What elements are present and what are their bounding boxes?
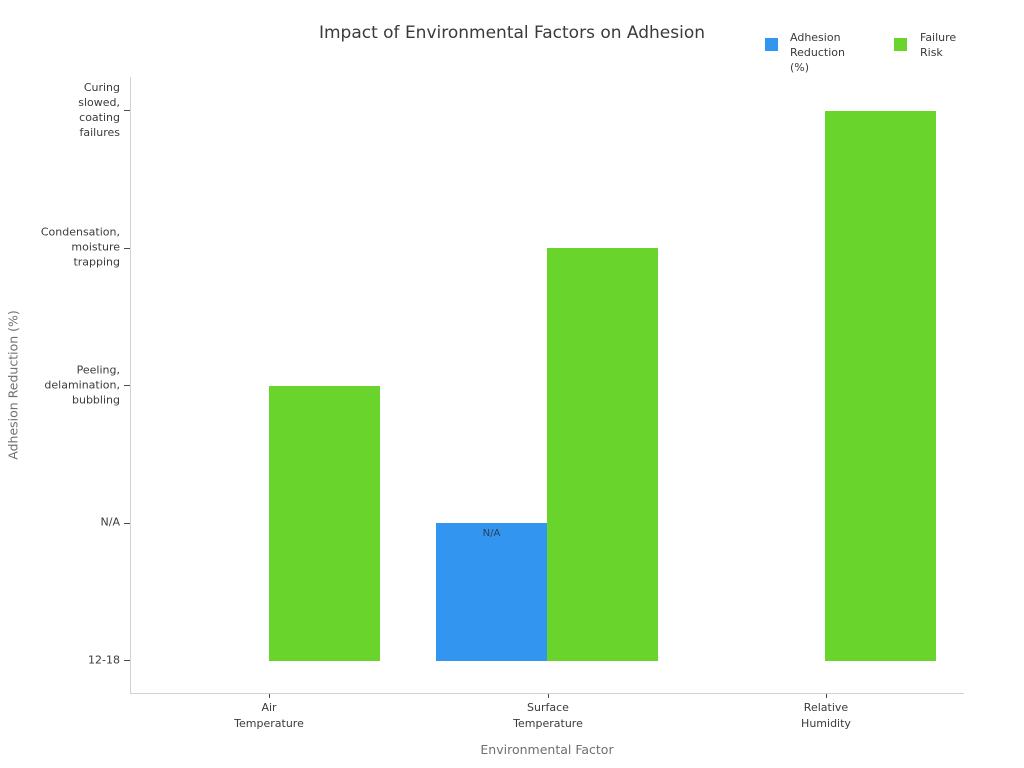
y-tick-mark (124, 110, 130, 111)
x-tick-label-relative-humidity: Relative Humidity (801, 701, 851, 730)
y-tick-label-condensation: Condensation, moisture trapping (40, 225, 120, 269)
y-tick-mark (124, 523, 130, 524)
y-tick-label-peeling: Peeling, delamination, bubbling (44, 363, 120, 407)
y-tick-mark (124, 385, 130, 386)
bar-relative-humidity-failure-risk (825, 111, 936, 661)
y-axis-title: Adhesion Reduction (%) (5, 310, 21, 460)
x-tick-label-air-temperature: Air Temperature (234, 701, 304, 730)
y-tick-label-na: N/A (100, 515, 120, 529)
plot-area (130, 77, 964, 694)
bar-air-temperature-failure-risk (269, 386, 380, 661)
x-tick-mark (269, 694, 270, 698)
y-tick-mark (124, 660, 130, 661)
bar-surface-temperature-failure-risk (547, 248, 658, 661)
x-tick-mark (826, 694, 827, 698)
bar-value-label: N/A (482, 528, 501, 539)
legend-label: Failure Risk (920, 31, 957, 59)
y-tick-label-curing: Curing slowed, coating failures (78, 81, 120, 139)
legend-label: Adhesion Reduction (%) (790, 31, 845, 74)
legend-swatch-blue-icon (765, 38, 778, 51)
x-tick-label-surface-temperature: Surface Temperature (513, 701, 583, 730)
x-tick-mark (548, 694, 549, 698)
bar-surface-temperature-adhesion-reduction: N/A (436, 523, 547, 661)
legend-swatch-green-icon (894, 38, 907, 51)
chart-title: Impact of Environmental Factors on Adhes… (318, 23, 706, 43)
x-axis-title: Environmental Factor (480, 742, 614, 757)
y-tick-label-12-18: 12-18 (88, 653, 120, 667)
y-tick-mark (124, 248, 130, 249)
